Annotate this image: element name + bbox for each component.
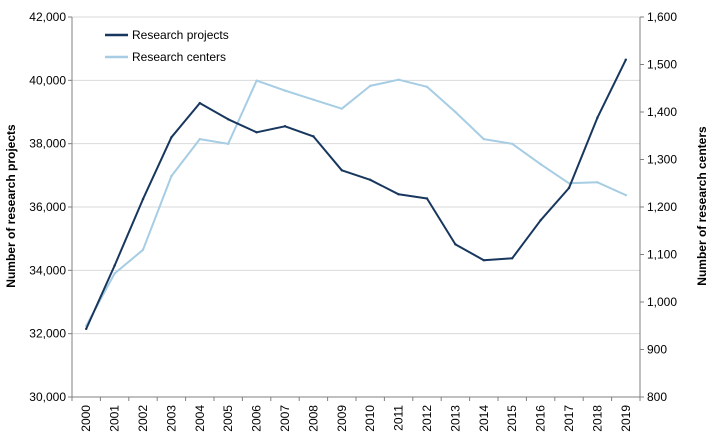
series-point (85, 327, 88, 331)
series-point (596, 181, 599, 184)
axes (71, 17, 641, 401)
legend-label: Research centers (132, 50, 226, 64)
x-tick-label: 2000 (79, 405, 93, 432)
right-tick-label: 1,000 (647, 295, 677, 309)
series-point (340, 169, 343, 172)
series-point (482, 259, 485, 262)
series-point (255, 131, 258, 134)
series-point (482, 137, 485, 141)
x-tick-label: 2005 (221, 405, 235, 432)
x-tick-label: 2017 (562, 405, 576, 432)
x-tick-label: 2011 (392, 405, 406, 431)
series-point (539, 219, 542, 222)
series-line (85, 59, 627, 330)
series-point (198, 101, 201, 105)
x-tick-label: 2001 (108, 405, 122, 432)
legend-label: Research projects (132, 28, 229, 42)
x-tick-label: 2013 (448, 405, 462, 432)
series-point (141, 197, 145, 201)
right-tick-label: 1,600 (647, 10, 677, 24)
series-point (369, 178, 372, 181)
x-tick-label: 2004 (193, 405, 207, 432)
series-point (511, 257, 514, 260)
series-point (227, 118, 230, 121)
series-point (511, 142, 514, 146)
legend: Research projects Research centers (105, 28, 229, 64)
x-tick-label: 2016 (534, 405, 548, 432)
series-point (113, 272, 116, 275)
series-point (198, 137, 201, 141)
right-axis-tick-labels: 800 900 1,000 1,100 1,200 1,300 1,400 1,500 1,60… (647, 10, 677, 404)
series-point (624, 193, 627, 197)
series-point (283, 125, 287, 128)
x-tick-label: 2012 (420, 405, 434, 432)
right-tick-label: 800 (647, 390, 667, 404)
right-tick-label: 1,100 (647, 248, 677, 262)
left-tick-label: 30,000 (29, 390, 66, 404)
x-tick-label: 2007 (278, 405, 292, 432)
left-tick-label: 42,000 (29, 10, 66, 24)
x-axis-tick-labels: 2000 2001 2002 2003 2004 2005 2006 2007 2008 2009… (79, 405, 633, 432)
series-point (113, 264, 116, 267)
x-tick-label: 2009 (335, 405, 349, 432)
x-tick-label: 2006 (250, 405, 264, 432)
series-point (369, 84, 372, 88)
series-1 (85, 58, 627, 331)
series-line (85, 78, 627, 327)
left-tick-label: 40,000 (29, 73, 66, 87)
left-axis-tick-labels: 30,000 32,000 34,000 36,000 38,000 40,000 42,0… (29, 10, 66, 404)
x-tick-label: 2008 (306, 405, 320, 432)
series-point (340, 107, 343, 110)
series-point (425, 197, 429, 200)
x-tick-label: 2015 (505, 405, 519, 432)
right-tick-label: 1,500 (647, 58, 677, 72)
series-point (312, 135, 315, 138)
left-tick-label: 38,000 (29, 137, 66, 151)
series-point (454, 110, 457, 114)
series-point (454, 243, 457, 246)
series-point (425, 85, 429, 89)
series-point (283, 89, 287, 92)
series-point (141, 248, 145, 251)
x-tick-label: 2014 (477, 405, 491, 432)
x-tick-label: 2010 (363, 405, 377, 432)
series-point (312, 98, 315, 101)
x-tick-label: 2003 (164, 405, 178, 432)
series-point (170, 136, 173, 139)
right-axis-title: Number of research centers (695, 126, 709, 286)
right-tick-label: 1,400 (647, 105, 677, 119)
series-lines (85, 58, 627, 331)
x-tick-label: 2002 (136, 405, 150, 432)
series-point (539, 163, 542, 166)
series-point (397, 193, 400, 196)
left-tick-label: 34,000 (29, 263, 66, 277)
series-2 (85, 78, 627, 327)
series-point (567, 186, 571, 190)
left-tick-label: 36,000 (29, 200, 66, 214)
series-point (397, 78, 400, 81)
right-tick-label: 1,300 (647, 153, 677, 167)
gridlines (68, 16, 644, 398)
left-axis-title: Number of research projects (4, 124, 18, 288)
right-tick-label: 1,200 (647, 200, 677, 214)
series-point (170, 174, 173, 178)
series-point (624, 58, 627, 61)
right-tick-label: 900 (647, 343, 667, 357)
series-point (596, 116, 599, 119)
series-point (227, 142, 230, 146)
x-tick-label: 2018 (590, 405, 604, 432)
left-tick-label: 32,000 (29, 327, 66, 341)
series-point (255, 79, 258, 82)
x-tick-label: 2019 (619, 405, 633, 432)
